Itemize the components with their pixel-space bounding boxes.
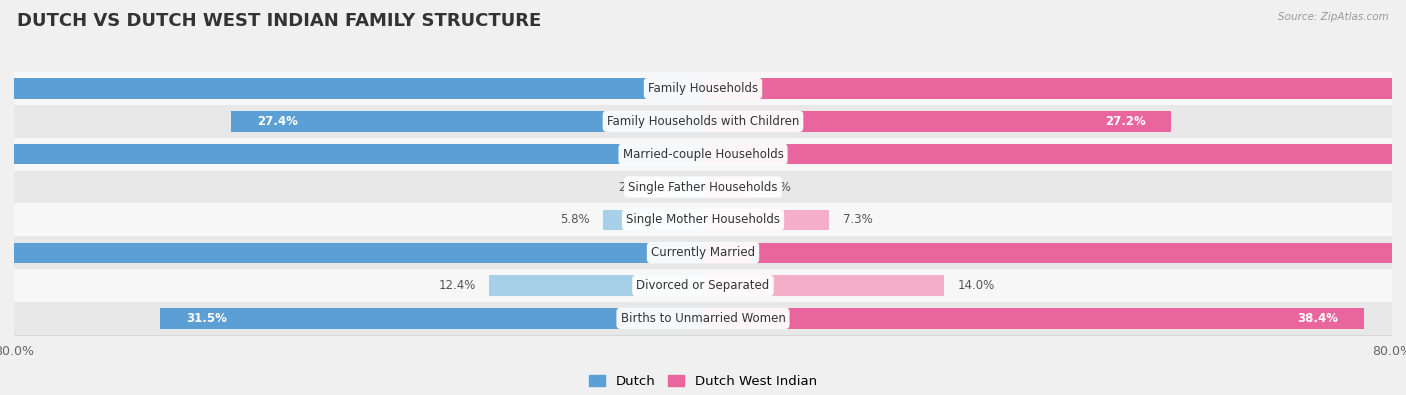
Text: 14.0%: 14.0% — [957, 279, 995, 292]
Bar — [160, 308, 703, 329]
Bar — [0, 144, 703, 164]
Bar — [0, 78, 703, 99]
Text: 27.2%: 27.2% — [1105, 115, 1146, 128]
Text: Divorced or Separated: Divorced or Separated — [637, 279, 769, 292]
Bar — [703, 144, 1406, 164]
Bar — [703, 78, 1406, 99]
Text: Source: ZipAtlas.com: Source: ZipAtlas.com — [1278, 12, 1389, 22]
Bar — [14, 105, 1392, 138]
Text: 2.4%: 2.4% — [619, 181, 648, 194]
Bar — [703, 111, 1171, 132]
Bar — [14, 203, 1392, 236]
Text: Births to Unmarried Women: Births to Unmarried Women — [620, 312, 786, 325]
Bar — [703, 177, 748, 197]
Bar — [14, 138, 1392, 171]
Text: Currently Married: Currently Married — [651, 246, 755, 259]
Bar — [703, 308, 1364, 329]
Bar — [14, 302, 1392, 335]
Text: 5.8%: 5.8% — [560, 213, 589, 226]
Bar — [662, 177, 703, 197]
Bar — [703, 275, 945, 296]
Text: 27.4%: 27.4% — [257, 115, 298, 128]
Text: 31.5%: 31.5% — [186, 312, 228, 325]
Text: 7.3%: 7.3% — [842, 213, 872, 226]
Bar — [0, 243, 703, 263]
Text: Family Households: Family Households — [648, 82, 758, 95]
Bar — [489, 275, 703, 296]
Text: 38.4%: 38.4% — [1298, 312, 1339, 325]
Bar — [703, 210, 828, 230]
Text: 2.6%: 2.6% — [762, 181, 792, 194]
Text: 12.4%: 12.4% — [439, 279, 475, 292]
Bar — [14, 72, 1392, 105]
Bar — [703, 243, 1406, 263]
Bar — [603, 210, 703, 230]
Text: Married-couple Households: Married-couple Households — [623, 148, 783, 161]
Text: Single Father Households: Single Father Households — [628, 181, 778, 194]
Bar — [14, 236, 1392, 269]
Text: Single Mother Households: Single Mother Households — [626, 213, 780, 226]
Bar — [14, 269, 1392, 302]
Bar — [14, 171, 1392, 203]
Text: Family Households with Children: Family Households with Children — [607, 115, 799, 128]
Bar — [231, 111, 703, 132]
Text: DUTCH VS DUTCH WEST INDIAN FAMILY STRUCTURE: DUTCH VS DUTCH WEST INDIAN FAMILY STRUCT… — [17, 12, 541, 30]
Legend: Dutch, Dutch West Indian: Dutch, Dutch West Indian — [583, 369, 823, 393]
